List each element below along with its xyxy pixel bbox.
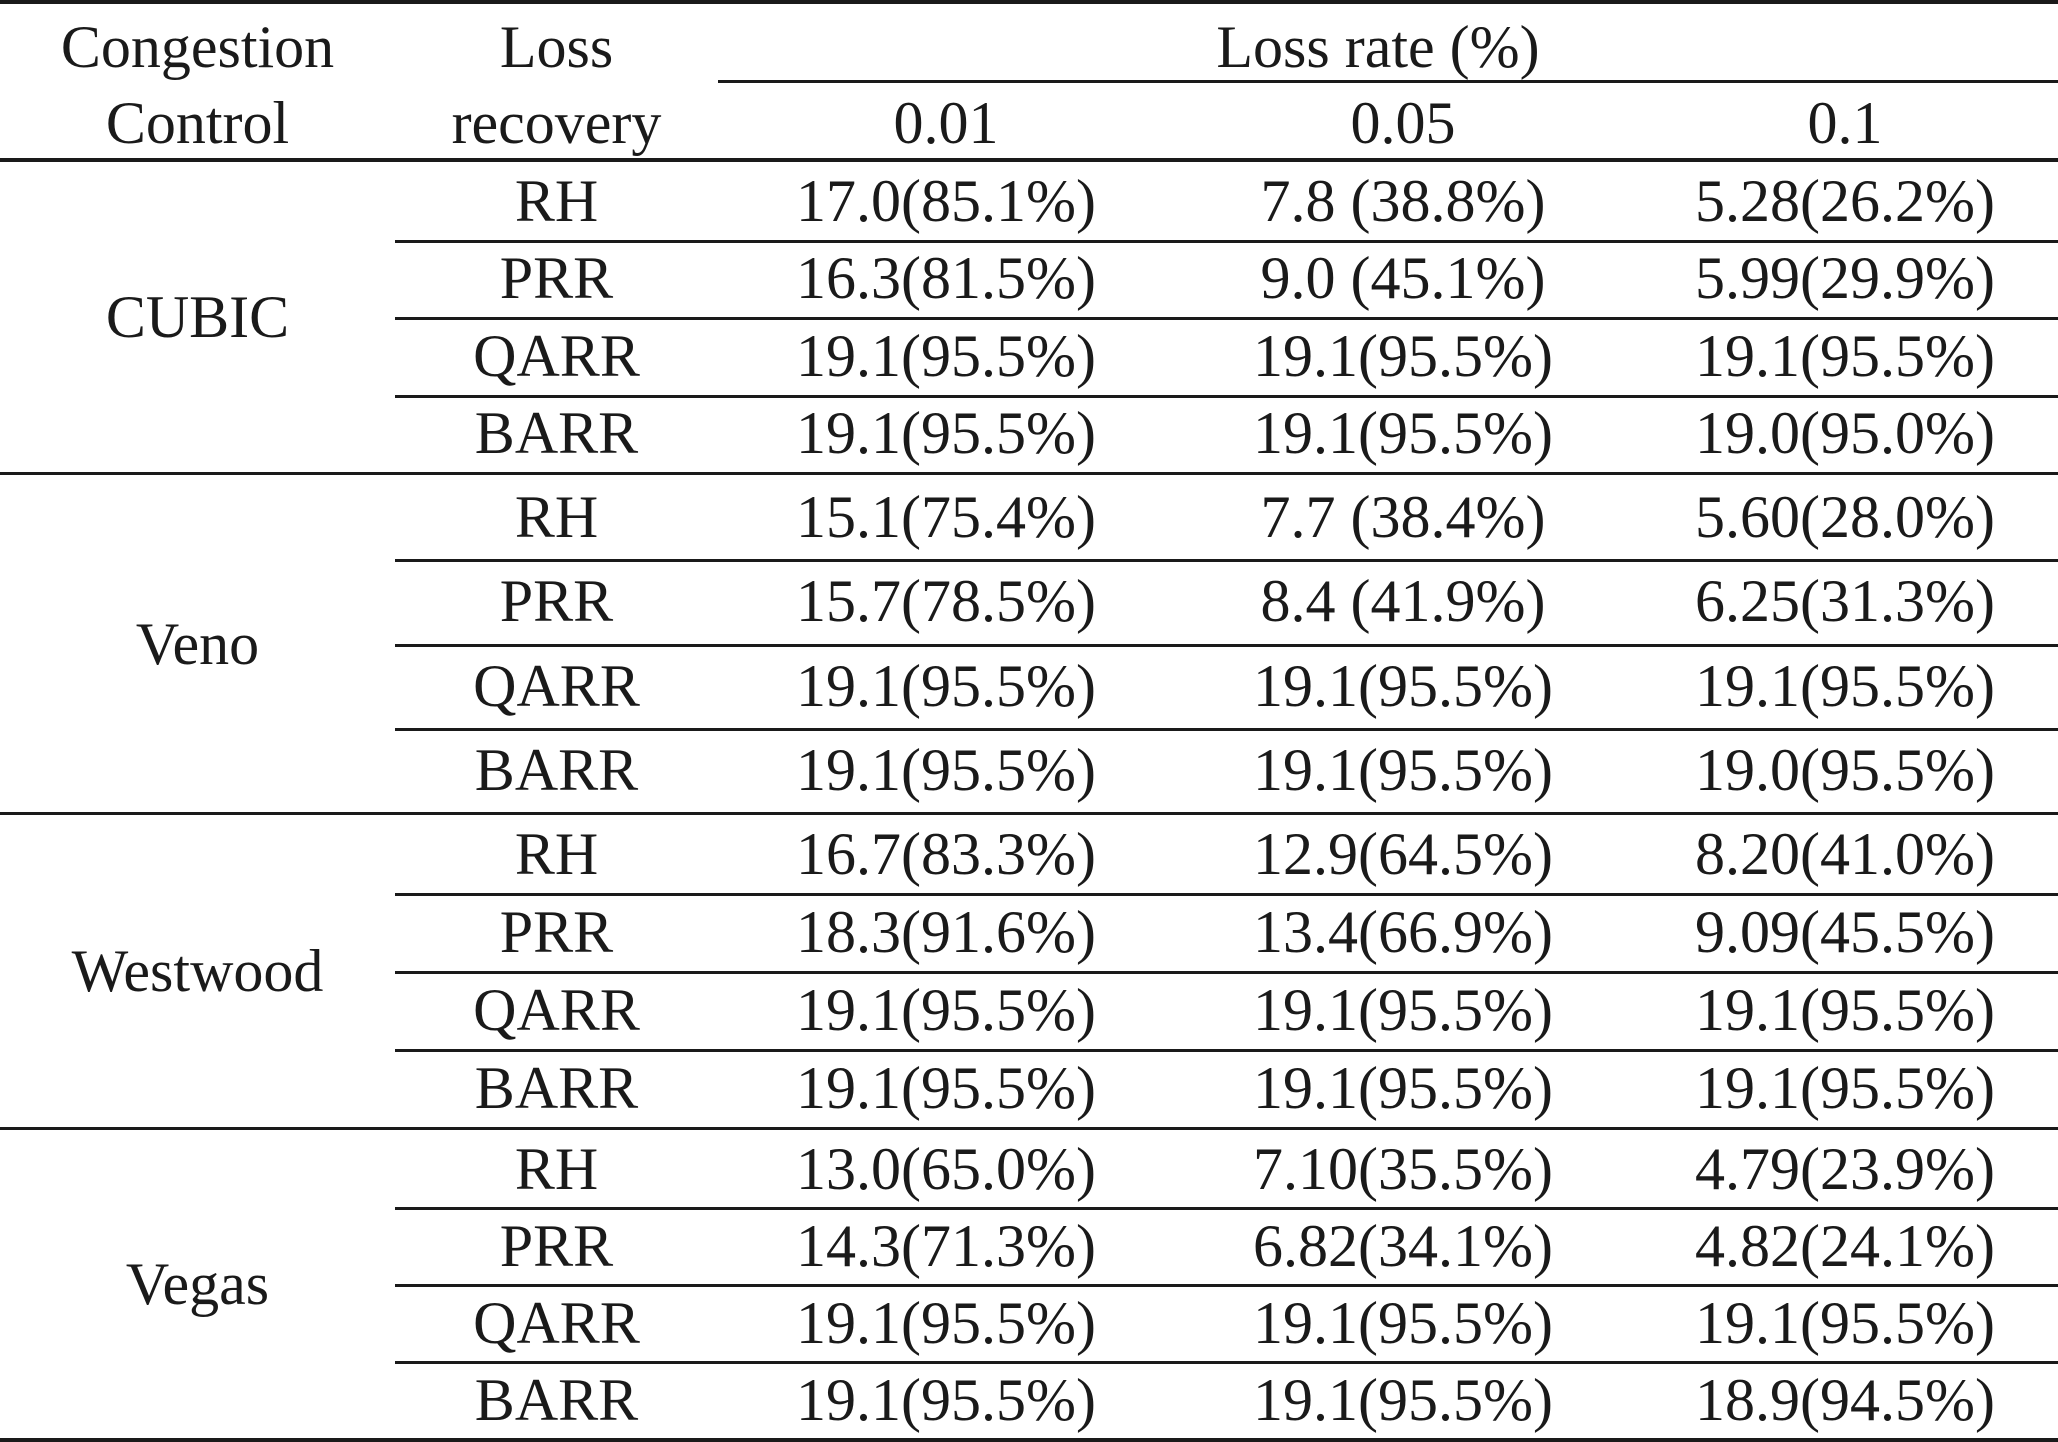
recovery-method: QARR [473,323,640,389]
throughput-cell: 9.0 (45.1%) [1260,245,1546,311]
throughput-cell: 19.1(95.5%) [796,737,1096,803]
throughput-cell: 5.99(29.9%) [1695,245,1995,311]
throughput-cell: 19.1(95.5%) [1695,1055,1995,1121]
throughput-cell: 19.0(95.0%) [1695,400,1995,466]
group-name: Westwood [71,938,324,1004]
throughput-cell: 19.1(95.5%) [1695,323,1995,389]
recovery-method: PRR [499,245,614,311]
throughput-cell: 19.1(95.5%) [1253,400,1553,466]
group-name: CUBIC [105,284,290,350]
header-bottom-rule [0,158,2058,162]
recovery-method: BARR [474,737,639,803]
recovery-method: BARR [474,400,639,466]
throughput-cell: 19.1(95.5%) [796,653,1096,719]
throughput-cell: 19.1(95.5%) [796,1055,1096,1121]
group-name: Veno [135,610,260,677]
recovery-method: RH [514,1136,599,1202]
recovery-method: RH [514,484,599,550]
throughput-cell: 19.0(95.5%) [1695,737,1995,803]
header-loss-rate: Loss rate (%) [1216,14,1540,80]
row-separator [395,1361,2058,1364]
recovery-method: BARR [474,1055,639,1121]
row-separator [395,240,2058,243]
throughput-cell: 14.3(71.3%) [796,1213,1096,1279]
throughput-cell: 19.1(95.5%) [1253,1290,1553,1356]
throughput-cell: 19.1(95.5%) [1253,653,1553,719]
row-separator [395,1207,2058,1210]
throughput-cell: 18.3(91.6%) [796,899,1096,965]
header-congestion-line1: Congestion [60,14,335,80]
throughput-cell: 19.1(95.5%) [796,400,1096,466]
group-rule-veno-westwood [0,812,2058,815]
throughput-cell: 8.4 (41.9%) [1260,568,1546,634]
throughput-cell: 19.1(95.5%) [1253,1367,1553,1433]
recovery-method: QARR [473,1290,640,1356]
throughput-cell: 7.8 (38.8%) [1260,168,1546,234]
throughput-cell: 12.9(64.5%) [1253,821,1553,887]
throughput-cell: 13.4(66.9%) [1253,899,1553,965]
row-separator [395,728,2058,731]
row-separator [395,1049,2058,1052]
throughput-cell: 16.3(81.5%) [796,245,1096,311]
throughput-cell: 9.09(45.5%) [1695,899,1995,965]
header-rate-0: 0.01 [893,90,999,156]
recovery-method: PRR [499,568,614,634]
header-rate-1: 0.05 [1350,90,1456,156]
throughput-cell: 19.1(95.5%) [796,1367,1096,1433]
throughput-cell: 19.1(95.5%) [1253,1055,1553,1121]
recovery-method: RH [514,821,599,887]
group-rule-cubic-veno [0,472,2058,475]
throughput-cell: 19.1(95.5%) [1253,977,1553,1043]
throughput-cell: 18.9(94.5%) [1695,1367,1995,1433]
row-separator [395,971,2058,974]
row-separator [395,644,2058,647]
header-recovery-line1: Loss [499,14,614,80]
bottom-rule [0,1438,2058,1442]
header-congestion-line2: Control [105,90,290,156]
group-name: Vegas [125,1251,270,1317]
throughput-cell: 19.1(95.5%) [796,323,1096,389]
throughput-cell: 19.1(95.5%) [1253,737,1553,803]
throughput-cell: 19.1(95.5%) [796,1290,1096,1356]
throughput-cell: 5.60(28.0%) [1695,484,1995,550]
group-rule-westwood-vegas [0,1127,2058,1130]
recovery-method: QARR [473,977,640,1043]
throughput-cell: 4.79(23.9%) [1695,1136,1995,1202]
throughput-cell: 6.82(34.1%) [1253,1213,1553,1279]
row-separator [395,317,2058,320]
row-separator [395,1284,2058,1287]
throughput-cell: 15.1(75.4%) [796,484,1096,550]
throughput-cell: 6.25(31.3%) [1695,568,1995,634]
throughput-cell: 8.20(41.0%) [1695,821,1995,887]
header-recovery-line2: recovery [451,90,662,156]
row-separator [395,893,2058,896]
throughput-cell: 7.10(35.5%) [1253,1136,1553,1202]
throughput-cell: 15.7(78.5%) [796,568,1096,634]
recovery-method: QARR [473,653,640,719]
header-rate-2: 0.1 [1807,90,1883,156]
recovery-method: PRR [499,1213,614,1279]
throughput-cell: 16.7(83.3%) [796,821,1096,887]
throughput-cell: 13.0(65.0%) [796,1136,1096,1202]
recovery-method: PRR [499,899,614,965]
recovery-method: RH [514,168,599,234]
throughput-cell: 19.1(95.5%) [1695,977,1995,1043]
row-separator [395,395,2058,398]
throughput-cell: 19.1(95.5%) [1695,653,1995,719]
throughput-cell: 19.1(95.5%) [796,977,1096,1043]
top-rule [0,0,2058,4]
loss-rate-underline [718,80,2058,83]
throughput-cell: 4.82(24.1%) [1695,1213,1995,1279]
throughput-cell: 7.7 (38.4%) [1260,484,1546,550]
throughput-cell: 19.1(95.5%) [1695,1290,1995,1356]
throughput-cell: 5.28(26.2%) [1695,168,1995,234]
row-separator [395,559,2058,562]
recovery-method: BARR [474,1367,639,1433]
throughput-cell: 19.1(95.5%) [1253,323,1553,389]
throughput-cell: 17.0(85.1%) [796,168,1096,234]
